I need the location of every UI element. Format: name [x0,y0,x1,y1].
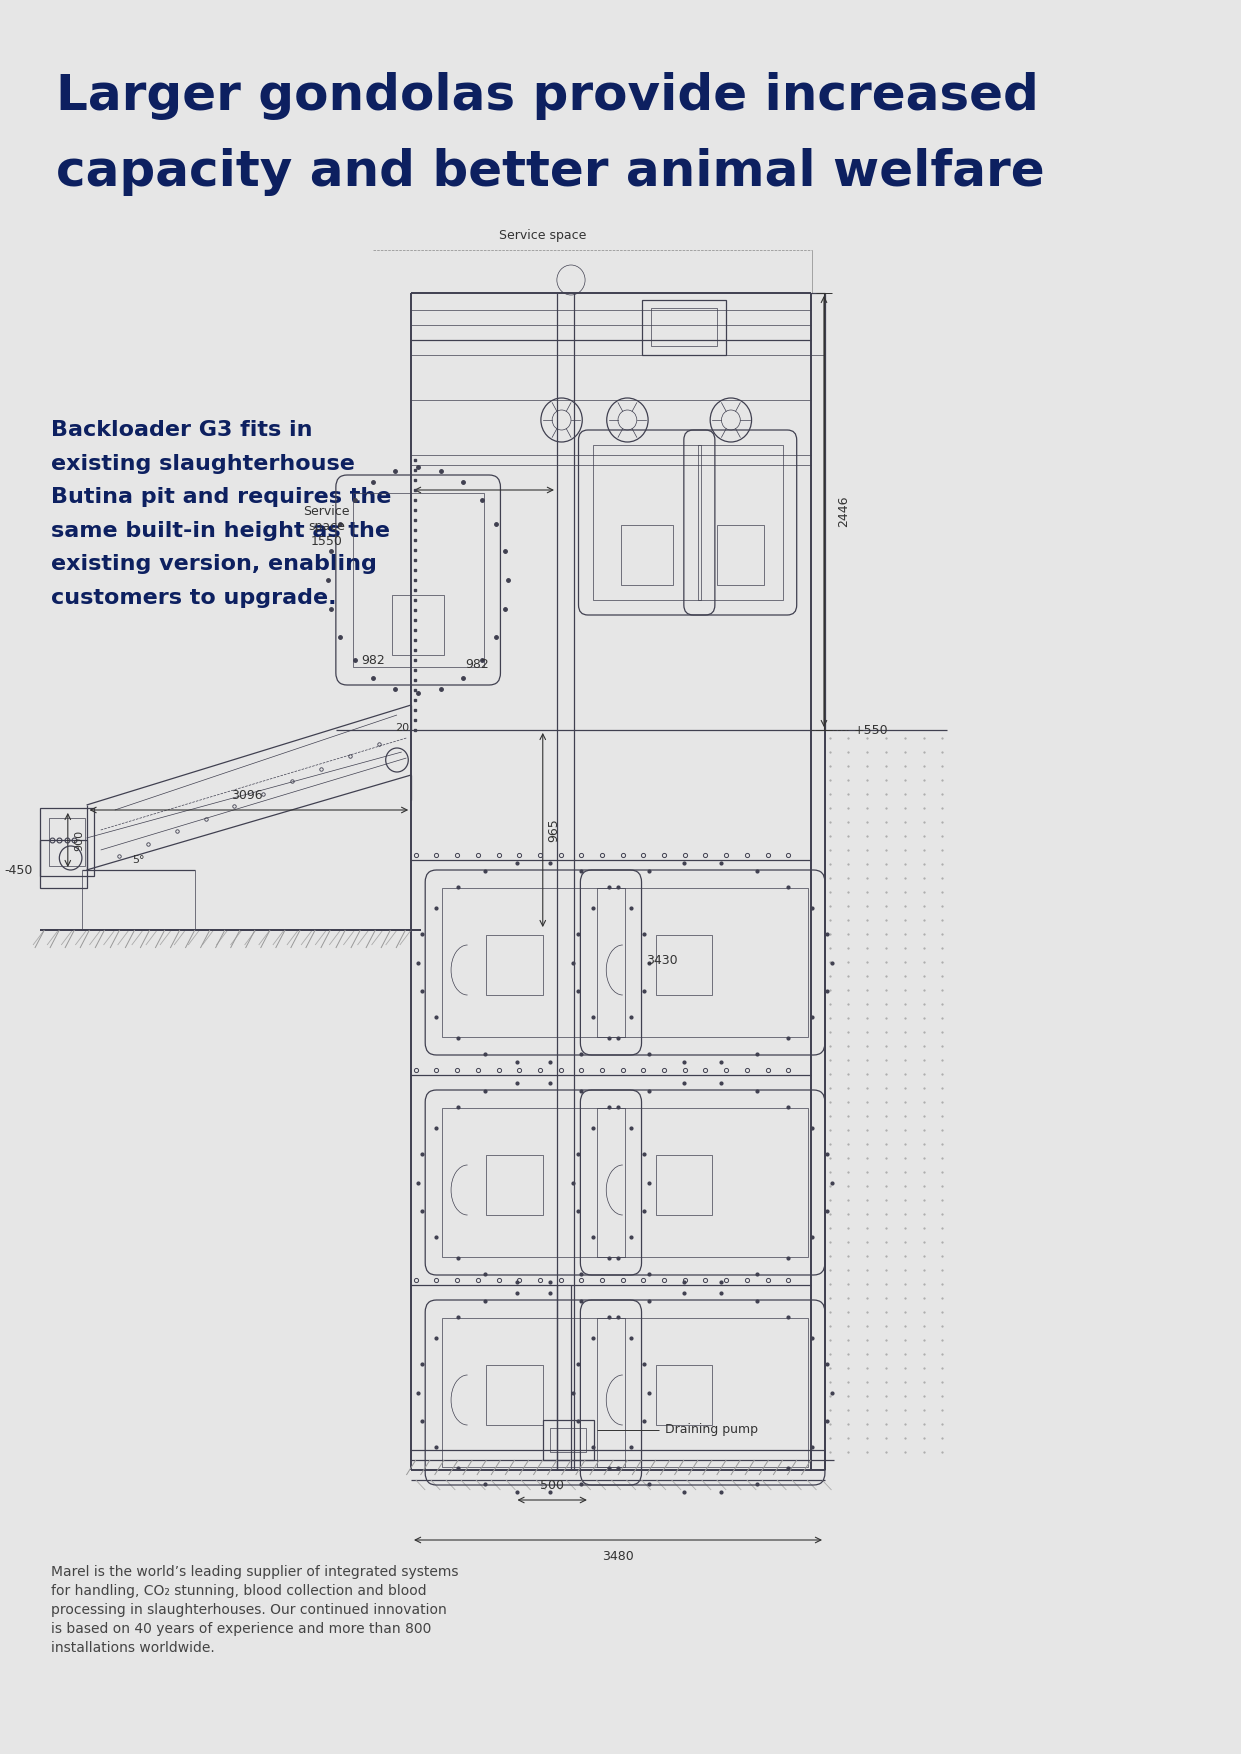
Bar [442,888,624,1037]
Text: 3096: 3096 [231,789,262,802]
Bar [597,1109,808,1258]
Text: 3430: 3430 [647,954,678,966]
Text: 982: 982 [361,654,386,667]
Text: 3480: 3480 [602,1551,634,1563]
Bar [642,300,726,354]
Text: capacity and better animal welfare: capacity and better animal welfare [56,147,1044,196]
Bar [593,446,701,600]
Bar [655,935,712,995]
Bar [486,935,542,995]
Bar [352,493,484,667]
Bar [655,1154,712,1216]
Bar [442,1109,624,1258]
Text: Marel is the world’s leading supplier of integrated systems: Marel is the world’s leading supplier of… [51,1565,458,1579]
Bar [655,1365,712,1424]
Text: is based on 40 years of experience and more than 800: is based on 40 years of experience and m… [51,1622,432,1636]
Bar [717,524,763,586]
Text: +550: +550 [853,723,887,737]
Bar [597,888,808,1037]
Text: 5°: 5° [132,854,145,865]
Text: space: space [308,519,345,533]
Bar [40,840,87,888]
Text: 2446: 2446 [838,496,850,528]
Text: Draining pump: Draining pump [665,1424,758,1437]
Text: 500: 500 [540,1479,565,1493]
Text: Larger gondolas provide increased: Larger gondolas provide increased [56,72,1039,119]
Text: 900: 900 [74,830,84,851]
Text: 1550: 1550 [310,535,343,547]
Text: 982: 982 [465,658,489,672]
Text: Backloader G3 fits in
existing slaughterhouse
Butina pit and requires the
same b: Backloader G3 fits in existing slaughter… [51,419,391,609]
Bar [697,446,783,600]
Bar [550,1428,586,1452]
Bar [652,309,717,346]
Text: Service space: Service space [499,230,587,242]
Bar [40,809,94,875]
Text: 20: 20 [395,723,410,733]
Text: Service: Service [303,505,350,517]
Bar [48,817,84,866]
Text: processing in slaughterhouses. Our continued innovation: processing in slaughterhouses. Our conti… [51,1603,447,1617]
Bar [486,1365,542,1424]
Text: installations worldwide.: installations worldwide. [51,1642,215,1656]
Bar [597,1317,808,1466]
Text: 965: 965 [547,817,561,842]
Bar [442,1317,624,1466]
Text: for handling, CO₂ stunning, blood collection and blood: for handling, CO₂ stunning, blood collec… [51,1584,427,1598]
Bar [620,524,673,586]
Bar [542,1421,594,1459]
Bar [486,1154,542,1216]
Bar [392,595,444,654]
Text: -450: -450 [5,863,34,877]
